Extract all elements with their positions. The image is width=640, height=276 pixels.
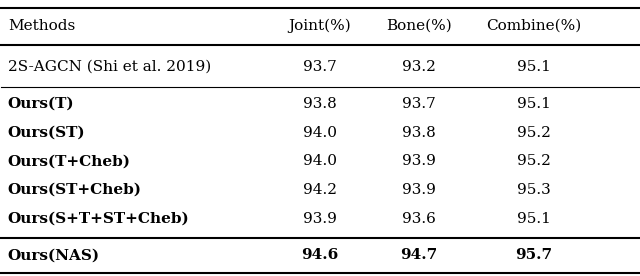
Text: 93.9: 93.9 — [402, 154, 436, 168]
Text: Methods: Methods — [8, 19, 75, 33]
Text: Ours(T+Cheb): Ours(T+Cheb) — [8, 154, 131, 168]
Text: 95.1: 95.1 — [516, 212, 550, 225]
Text: 93.9: 93.9 — [303, 212, 337, 225]
Text: 93.2: 93.2 — [402, 60, 436, 74]
Text: 95.3: 95.3 — [516, 183, 550, 197]
Text: Ours(T): Ours(T) — [8, 97, 74, 111]
Text: 94.2: 94.2 — [303, 183, 337, 197]
Text: 95.1: 95.1 — [516, 97, 550, 111]
Text: 95.2: 95.2 — [516, 126, 550, 140]
Text: 93.9: 93.9 — [402, 183, 436, 197]
Text: 2S-AGCN (Shi et al. 2019): 2S-AGCN (Shi et al. 2019) — [8, 60, 211, 74]
Text: 95.7: 95.7 — [515, 248, 552, 262]
Text: Joint(%): Joint(%) — [289, 19, 351, 33]
Text: Ours(ST+Cheb): Ours(ST+Cheb) — [8, 183, 142, 197]
Text: 94.6: 94.6 — [301, 248, 339, 262]
Text: 94.0: 94.0 — [303, 126, 337, 140]
Text: 95.2: 95.2 — [516, 154, 550, 168]
Text: 94.7: 94.7 — [400, 248, 437, 262]
Text: 95.1: 95.1 — [516, 60, 550, 74]
Text: Ours(S+T+ST+Cheb): Ours(S+T+ST+Cheb) — [8, 212, 189, 225]
Text: 93.7: 93.7 — [303, 60, 337, 74]
Text: 94.0: 94.0 — [303, 154, 337, 168]
Text: Combine(%): Combine(%) — [486, 19, 581, 33]
Text: 93.6: 93.6 — [402, 212, 436, 225]
Text: Ours(NAS): Ours(NAS) — [8, 248, 100, 262]
Text: 93.8: 93.8 — [303, 97, 337, 111]
Text: Ours(ST): Ours(ST) — [8, 126, 85, 140]
Text: 93.8: 93.8 — [402, 126, 436, 140]
Text: 93.7: 93.7 — [402, 97, 436, 111]
Text: Bone(%): Bone(%) — [386, 19, 452, 33]
